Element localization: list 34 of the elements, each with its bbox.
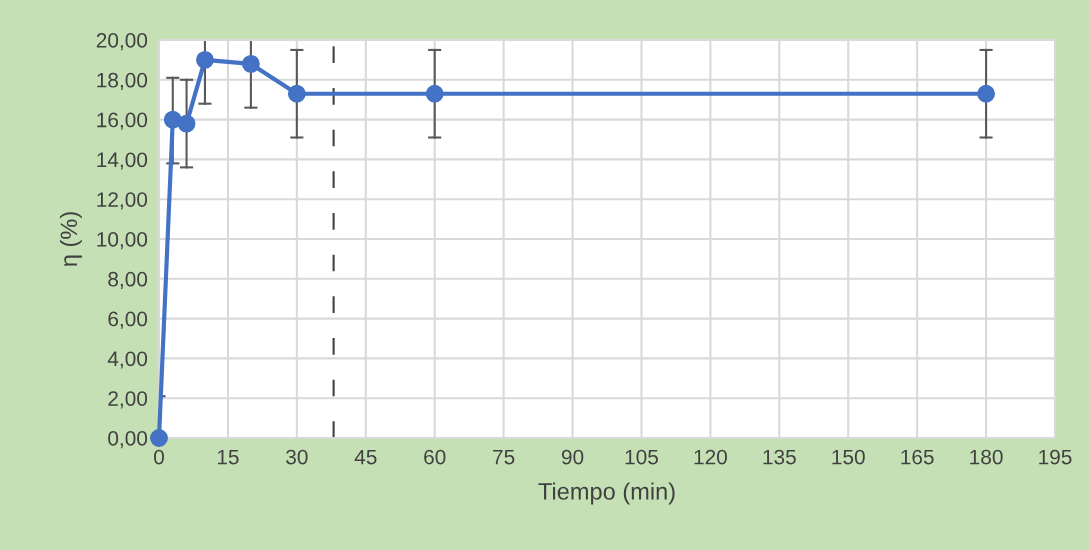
x-tick-label: 90 [561, 449, 584, 465]
point [977, 84, 995, 103]
x-tick-label: 195 [1039, 449, 1072, 465]
x-axis-title: Tiempo (min) [538, 482, 675, 505]
x-tick-label: 150 [832, 449, 865, 465]
y-tick-label: 6,00 [108, 311, 148, 329]
y-tick-label: 20,00 [96, 33, 148, 51]
y-tick-label: 14,00 [97, 152, 148, 170]
x-tick-label: 15 [217, 449, 239, 465]
point [425, 84, 444, 103]
point [196, 50, 214, 69]
x-tick-label: 165 [901, 449, 934, 465]
y-tick-label: 4,00 [107, 351, 148, 369]
x-tick-label: 0 [154, 449, 164, 465]
point [287, 84, 306, 103]
x-tick-label: 120 [694, 449, 727, 465]
y-tick-label: 0,00 [108, 431, 148, 449]
x-tick-label: 135 [763, 449, 796, 465]
y-tick-label: 16,00 [97, 112, 148, 130]
point [177, 114, 196, 133]
point [150, 429, 168, 447]
x-tick-label: 105 [625, 449, 658, 465]
x-tick-label: 45 [354, 449, 377, 465]
y-tick-label: 8,00 [108, 271, 148, 290]
y-axis-title: η (%) [59, 212, 82, 266]
x-tick-label: 75 [493, 449, 515, 465]
point [241, 54, 260, 73]
y-tick-label: 2,00 [108, 391, 148, 409]
y-tick-label: 18,00 [97, 72, 148, 91]
x-tick-label: 180 [970, 449, 1003, 465]
x-tick-label: 60 [424, 449, 446, 465]
y-tick-label: 12,00 [97, 192, 148, 210]
x-tick-label: 30 [286, 449, 308, 465]
y-tick-label: 10,00 [97, 232, 148, 250]
